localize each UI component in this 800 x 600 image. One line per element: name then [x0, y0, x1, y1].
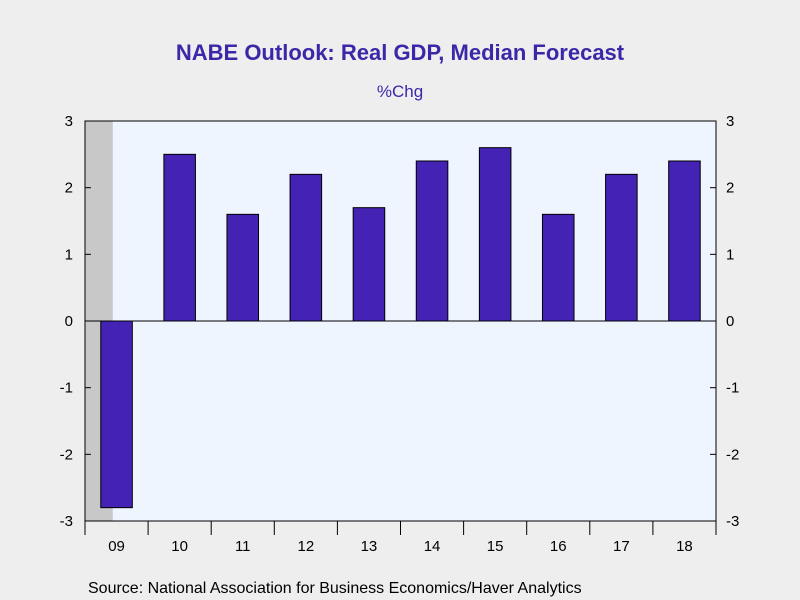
bar-11: [226, 213, 260, 322]
xtick-label-09: 09: [108, 538, 125, 555]
bar-15: [478, 147, 512, 322]
bar-12: [289, 173, 323, 322]
ytick-right-label: -3: [726, 513, 739, 530]
chart-subtitle: %Chg: [377, 82, 423, 101]
ytick-left-label: -3: [60, 513, 73, 530]
ytick-right-label: 3: [726, 113, 734, 130]
ytick-left-label: 2: [65, 180, 73, 197]
ytick-right-label: 1: [726, 246, 734, 263]
xtick-label-12: 12: [298, 538, 315, 555]
ytick-right-label: 2: [726, 180, 734, 197]
bar-13: [352, 207, 386, 322]
source-note: Source: National Association for Busines…: [88, 580, 582, 597]
bar-09: [100, 320, 133, 509]
xtick-label-18: 18: [676, 538, 693, 555]
bar-10: [163, 153, 196, 322]
xtick-label-15: 15: [487, 538, 504, 555]
xtick-label-16: 16: [550, 538, 567, 555]
ytick-right-label: -1: [726, 380, 739, 397]
xtick-label-14: 14: [424, 538, 441, 555]
ytick-left-label: 1: [65, 246, 73, 263]
bar-18: [668, 160, 701, 322]
ytick-left-label: -2: [60, 446, 73, 463]
xtick-label-17: 17: [613, 538, 630, 555]
xtick-label-13: 13: [361, 538, 378, 555]
ytick-left-label: -1: [60, 380, 73, 397]
xtick-label-10: 10: [171, 538, 188, 555]
bar-17: [605, 173, 638, 322]
xtick-label-11: 11: [235, 538, 251, 555]
ytick-left-label: 0: [65, 313, 73, 330]
ytick-left-label: 3: [65, 113, 73, 130]
ytick-right-label: 0: [726, 313, 734, 330]
ytick-right-label: -2: [726, 446, 739, 463]
bar-16: [541, 213, 575, 322]
bar-14: [415, 160, 449, 322]
chart-title: NABE Outlook: Real GDP, Median Forecast: [176, 40, 625, 65]
